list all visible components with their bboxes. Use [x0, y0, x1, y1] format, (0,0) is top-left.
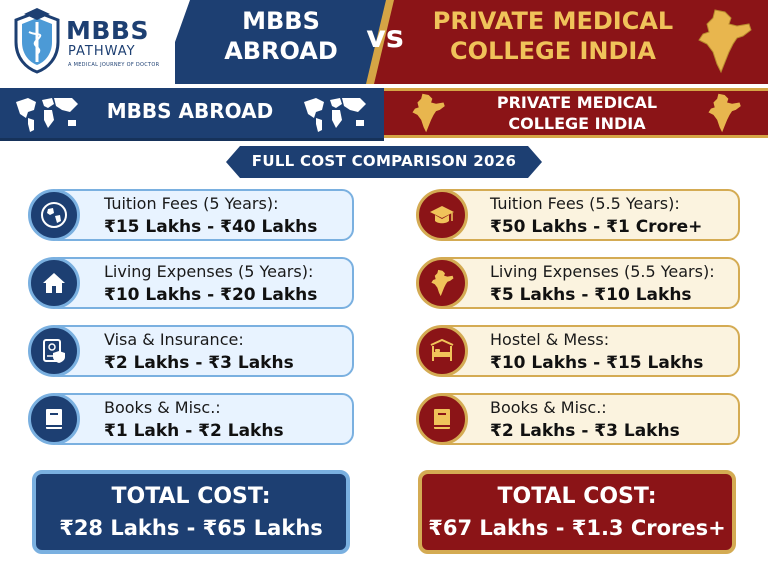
india-value-tuition: ₹50 Lakhs - ₹1 Crore+ — [490, 217, 703, 237]
abroad-card-books — [46, 393, 354, 445]
india-map-icon — [708, 93, 741, 133]
globe-icon — [41, 202, 67, 228]
abroad-card-visa — [46, 325, 354, 377]
header-vs: vs — [366, 20, 404, 55]
india-map-icon — [412, 93, 445, 133]
india-icon-badge — [416, 189, 468, 241]
abroad-card-tuition — [46, 189, 354, 241]
india-icon-badge — [416, 325, 468, 377]
abroad-value-living: ₹10 Lakhs - ₹20 Lakhs — [104, 285, 318, 305]
india-total-value: ₹67 Lakhs - ₹1.3 Crores+ — [428, 516, 726, 540]
india-value-living: ₹5 Lakhs - ₹10 Lakhs — [490, 285, 692, 305]
india-label-hostel: Hostel & Mess: — [490, 330, 610, 349]
india-total-title: TOTAL COST: — [497, 484, 657, 509]
abroad-band-label: MBBS ABROAD — [106, 99, 274, 123]
brand-name: MBBS — [66, 16, 149, 45]
abroad-icon-badge — [28, 257, 80, 309]
abroad-label-living: Living Expenses (5 Years): — [104, 262, 314, 281]
india-map-icon — [698, 9, 752, 74]
section-ribbon — [226, 146, 542, 178]
abroad-label-visa: Visa & Insurance: — [104, 330, 244, 349]
abroad-icon-badge — [28, 325, 80, 377]
bed-icon — [430, 338, 454, 361]
book-icon — [46, 409, 62, 429]
graduation-cap-icon — [430, 206, 454, 224]
header-banner — [160, 0, 768, 84]
header-right-title: PRIVATE MEDICAL COLLEGE INDIA — [432, 7, 674, 65]
brand-subtitle: PATHWAY — [68, 44, 136, 59]
abroad-total-title: TOTAL COST: — [111, 484, 271, 509]
world-map-icon — [16, 98, 78, 132]
brand-tagline: A MEDICAL JOURNEY OF DOCTOR — [68, 62, 160, 68]
india-card-hostel — [432, 325, 740, 377]
header-left-title: MBBS ABROAD — [224, 7, 338, 65]
india-total-box: TOTAL COST: ₹67 Lakhs - ₹1.3 Crores+ — [418, 470, 736, 554]
india-label-living: Living Expenses (5.5 Years): — [490, 262, 715, 281]
abroad-value-visa: ₹2 Lakhs - ₹3 Lakhs — [104, 353, 294, 373]
india-band — [384, 88, 768, 138]
book-icon — [434, 409, 450, 429]
abroad-total-value: ₹28 Lakhs - ₹65 Lakhs — [59, 516, 323, 540]
abroad-value-books: ₹1 Lakh - ₹2 Lakhs — [104, 421, 284, 441]
world-map-icon — [304, 98, 366, 132]
abroad-card-living — [46, 257, 354, 309]
abroad-icon-badge — [28, 393, 80, 445]
india-card-books — [432, 393, 740, 445]
india-band-label: PRIVATE MEDICAL COLLEGE INDIA — [496, 93, 658, 133]
shield-logo-icon — [14, 8, 60, 74]
abroad-icon-badge — [28, 189, 80, 241]
ribbon-title: FULL COST COMPARISON 2026 — [251, 152, 517, 170]
abroad-total-box: TOTAL COST: ₹28 Lakhs - ₹65 Lakhs — [32, 470, 350, 554]
india-icon-badge — [416, 257, 468, 309]
abroad-label-tuition: Tuition Fees (5 Years): — [104, 194, 279, 213]
india-label-tuition: Tuition Fees (5.5 Years): — [490, 194, 680, 213]
india-icon-badge — [416, 393, 468, 445]
abroad-label-books: Books & Misc.: — [104, 398, 221, 417]
india-map-icon — [431, 269, 454, 297]
india-value-books: ₹2 Lakhs - ₹3 Lakhs — [490, 421, 680, 441]
india-label-books: Books & Misc.: — [490, 398, 607, 417]
document-shield-icon — [43, 339, 65, 363]
abroad-band — [0, 88, 384, 141]
india-value-hostel: ₹10 Lakhs - ₹15 Lakhs — [490, 353, 704, 373]
abroad-value-tuition: ₹15 Lakhs - ₹40 Lakhs — [104, 217, 318, 237]
house-icon — [43, 273, 65, 293]
india-card-living — [432, 257, 740, 309]
